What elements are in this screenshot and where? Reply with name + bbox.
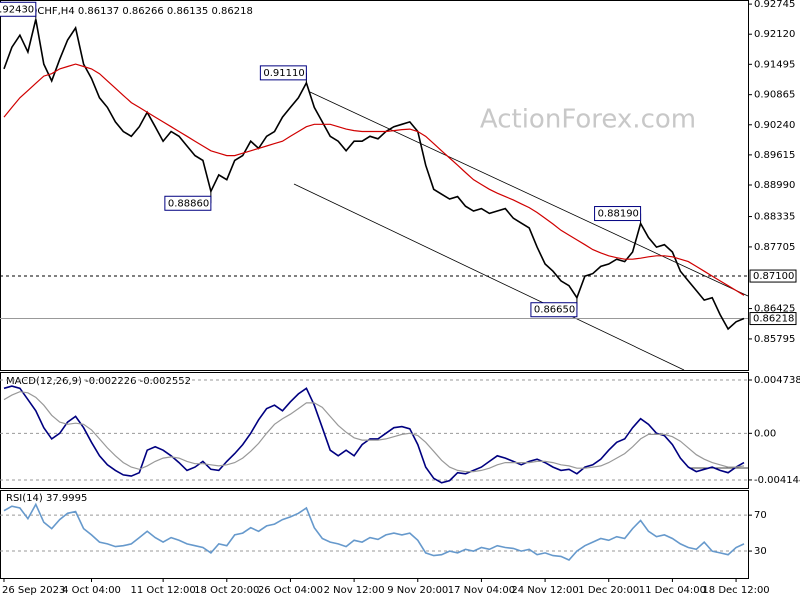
channel-line [293, 183, 685, 371]
y-tick-label: 0.85795 [754, 334, 795, 345]
x-tick-label: 18 Dec 12:00 [702, 585, 769, 596]
chart-title: USDCHF,H4 0.86137 0.86266 0.86135 0.8621… [16, 6, 253, 17]
callout-box [259, 65, 307, 81]
series-line [3, 391, 745, 473]
level-label: 0.86218 [753, 314, 794, 325]
channel-line [309, 91, 749, 297]
y-tick-label: 0.87705 [754, 242, 795, 253]
x-tick-label: 26 Sep 2023 [2, 585, 65, 596]
y-tick-label: 0.89615 [754, 150, 795, 161]
x-tick-label: 11 Dec 04:00 [639, 585, 706, 596]
y-tick-label: 0.92745 [754, 0, 795, 10]
y-tick-label: -0.004144 [754, 475, 800, 486]
y-tick-label: 0.86425 [754, 304, 795, 315]
callout-label: 0.92430 [0, 4, 34, 15]
level-box [749, 269, 797, 283]
x-tick-label: 1 Dec 20:00 [578, 585, 639, 596]
y-tick-label: 0.00 [754, 428, 776, 439]
series-line [3, 385, 745, 484]
y-tick-label: 0.90865 [754, 90, 795, 101]
y-tick-label: 70 [754, 510, 767, 521]
series-line [3, 19, 745, 331]
y-tick-label: 0.88335 [754, 212, 795, 223]
y-tick-label: 30 [754, 546, 767, 557]
callout-box [594, 206, 642, 222]
callout-box [164, 195, 212, 211]
series-line [3, 502, 745, 561]
x-tick-label: 9 Nov 20:00 [387, 585, 448, 596]
rsi-panel-frame [0, 490, 749, 579]
watermark: ActionForex.com [480, 105, 696, 135]
x-tick-label: 26 Oct 04:00 [258, 585, 323, 596]
level-box [749, 312, 797, 326]
y-tick-label: 0.91495 [754, 59, 795, 70]
x-tick-label: 18 Oct 20:00 [194, 585, 259, 596]
x-tick-label: 24 Nov 12:00 [511, 585, 578, 596]
y-tick-label: 0.90240 [754, 120, 795, 131]
x-tick-label: 17 Nov 04:00 [448, 585, 515, 596]
callout-box [0, 1, 37, 17]
macd-title: MACD(12,26,9) -0.002226 -0.002552 [6, 376, 191, 387]
callout-label: 0.86650 [534, 305, 575, 316]
series-line [3, 63, 745, 296]
level-label: 0.87100 [753, 271, 794, 282]
callout-label: 0.88860 [168, 198, 209, 209]
macd-panel-frame [0, 372, 749, 489]
rsi-title: RSI(14) 37.9995 [6, 493, 87, 504]
callout-label: 0.91110 [263, 68, 304, 79]
callout-label: 0.88190 [598, 209, 639, 220]
y-tick-label: 0.92120 [754, 29, 795, 40]
x-tick-label: 11 Oct 12:00 [131, 585, 196, 596]
x-tick-label: 4 Oct 04:00 [62, 585, 121, 596]
x-tick-label: 2 Nov 12:00 [324, 585, 385, 596]
y-tick-label: 0.004738 [754, 375, 800, 386]
y-tick-label: 0.88990 [754, 180, 795, 191]
callout-box [530, 302, 578, 318]
